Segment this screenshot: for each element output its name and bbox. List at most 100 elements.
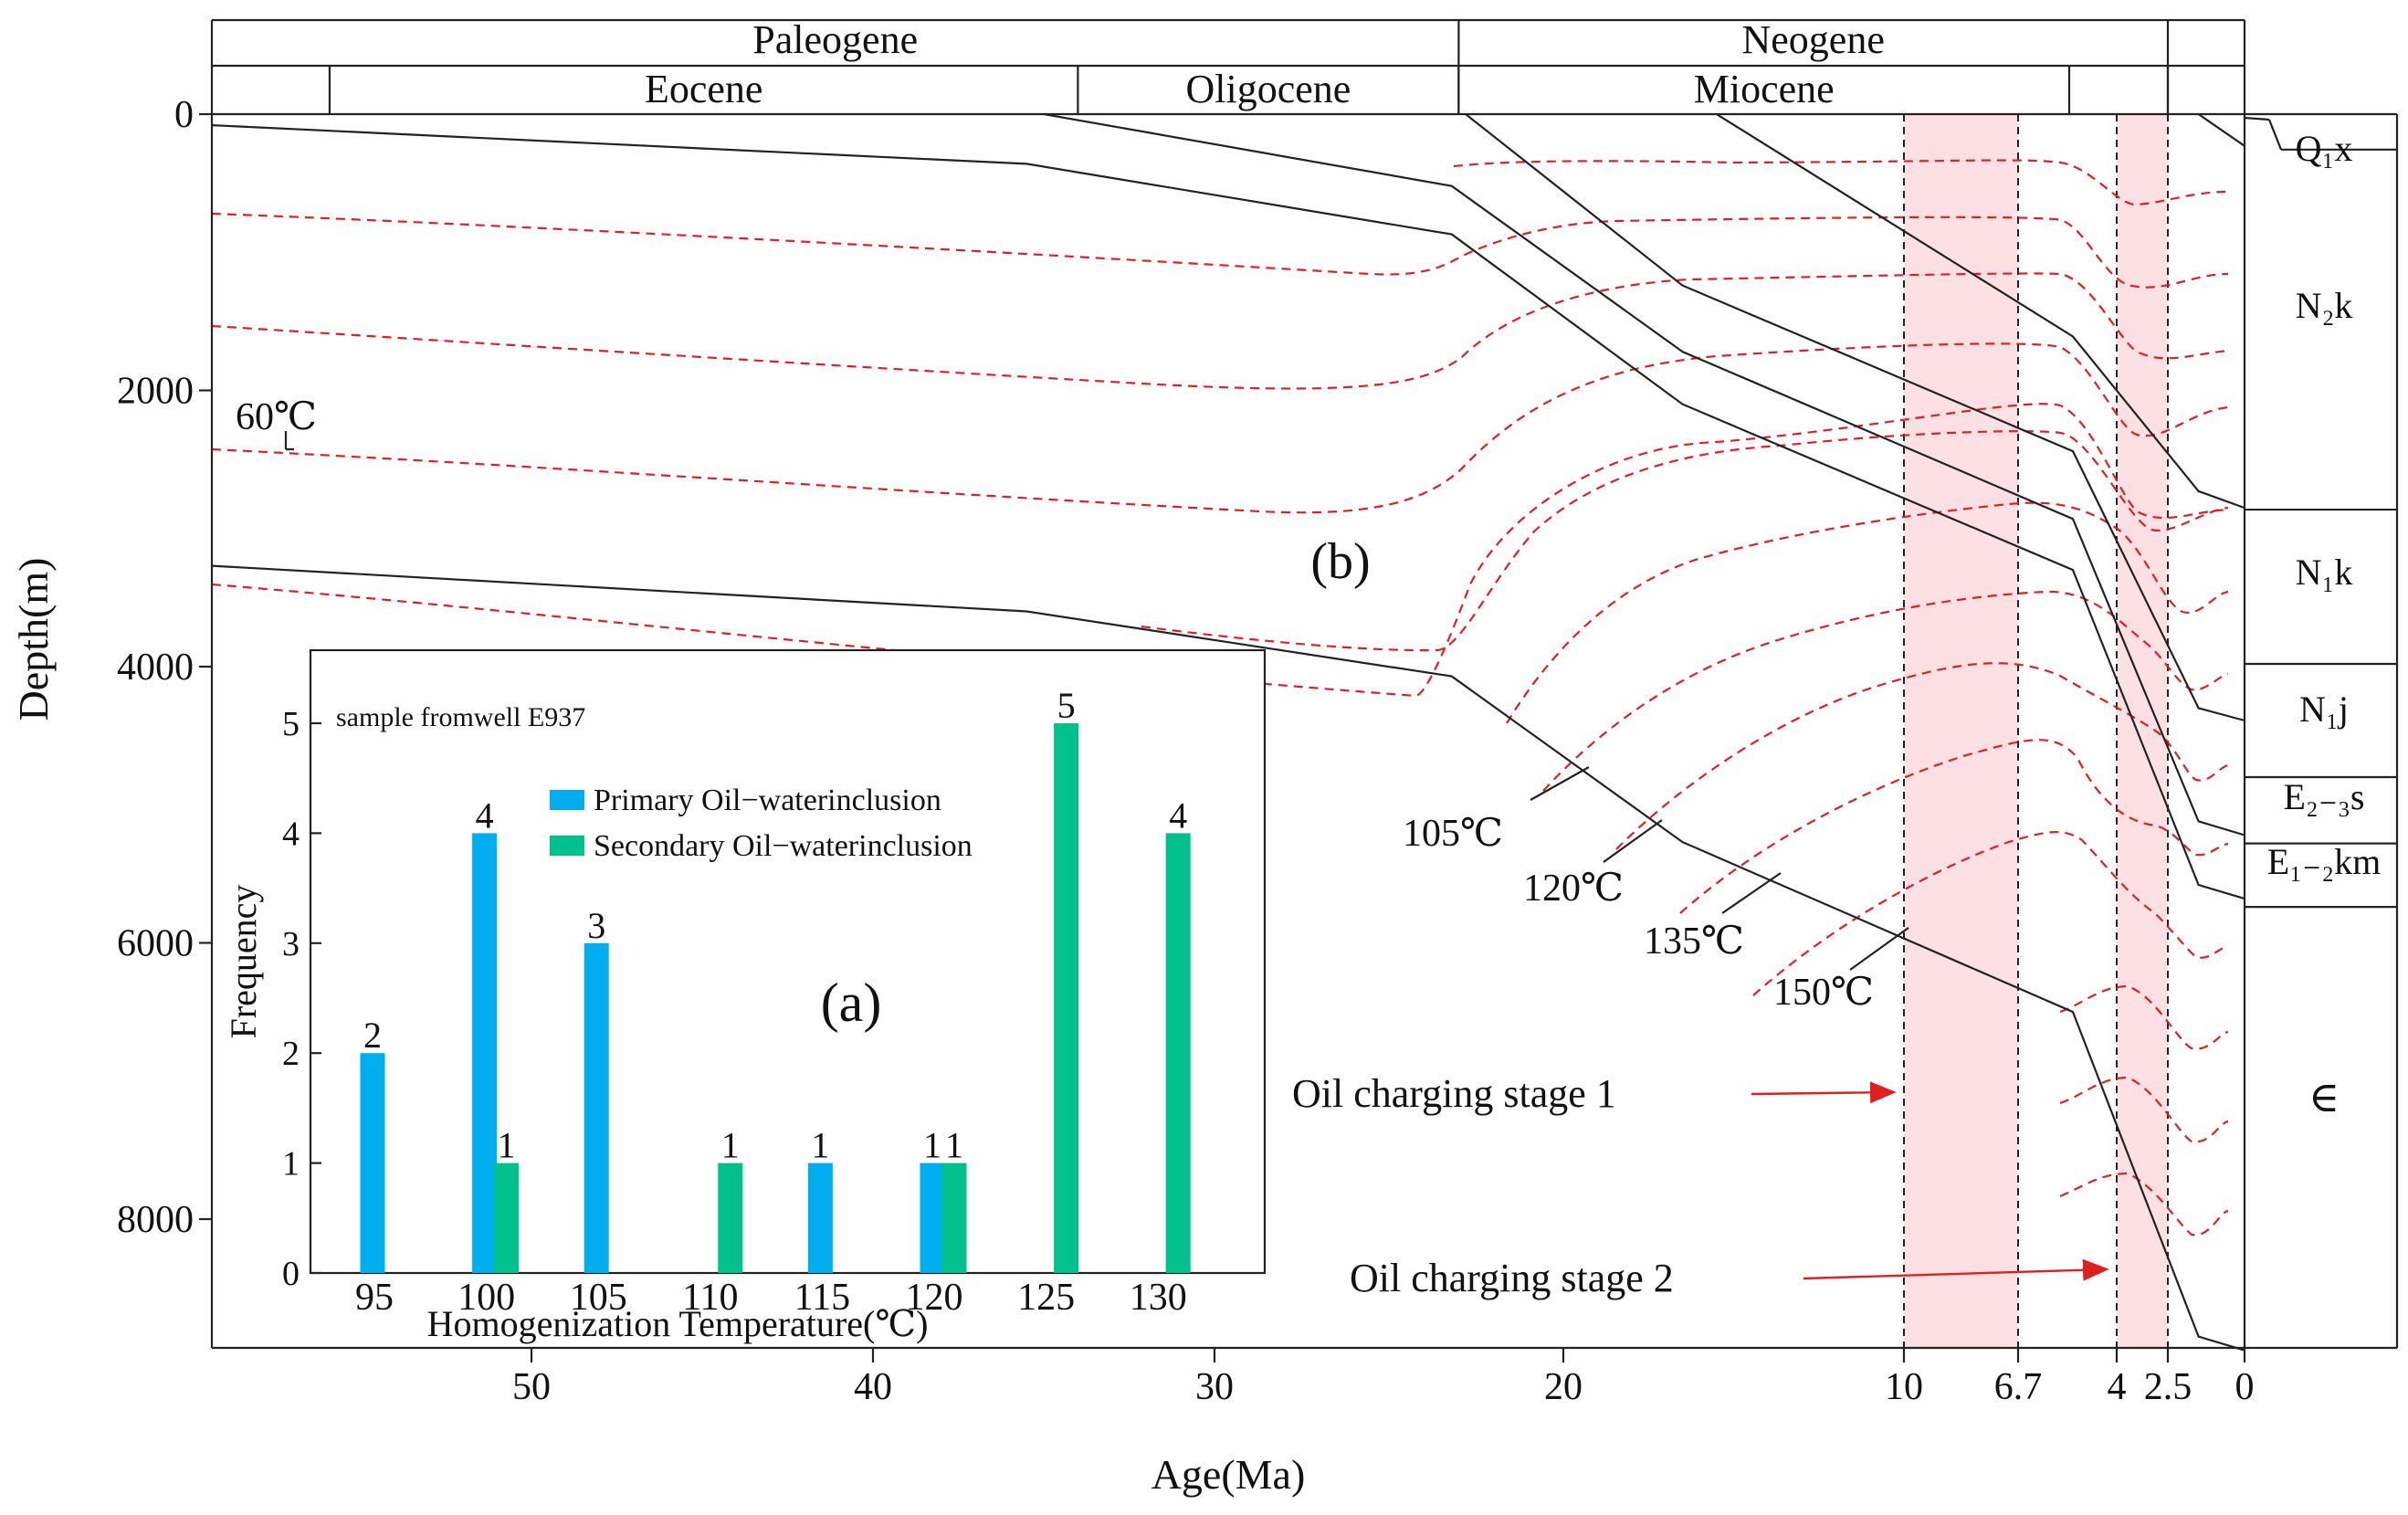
formation-label-1: N₂k bbox=[2296, 285, 2353, 326]
inset-x-axis-title: Homogenization Temperature(℃) bbox=[427, 1303, 929, 1344]
burial-curve-3 bbox=[1043, 112, 2245, 836]
epoch-label-2: Oligocene bbox=[1185, 67, 1351, 111]
isotherm-label-2: 120℃ bbox=[1523, 868, 1624, 910]
isotherm-lines bbox=[211, 159, 2229, 1236]
isotherm-1 bbox=[1453, 159, 2229, 206]
charging-stage-1-band bbox=[1904, 114, 2018, 1348]
period-label-0: Paleogene bbox=[752, 17, 918, 62]
inset-bar-label-primary-120: 1 bbox=[923, 1125, 941, 1166]
inset-bar-label-primary-115: 1 bbox=[811, 1125, 829, 1166]
epoch-label-3: Miocene bbox=[1694, 67, 1835, 111]
y-tick-label-3: 6000 bbox=[117, 923, 194, 965]
x-tick-label-7: 2.5 bbox=[2144, 1366, 2192, 1408]
inset-frame bbox=[309, 648, 1267, 1275]
inset-y-axis-title: Frequency bbox=[223, 885, 264, 1039]
formation-column: Q₁x N₂k N₁k N₁j E₂₋₃s E₁₋₂km ∈ bbox=[2244, 112, 2399, 1350]
isotherm-leader-3 bbox=[1721, 872, 1782, 914]
inset-bar-label-secondary-110: 1 bbox=[721, 1125, 740, 1166]
burial-curve-4 bbox=[1465, 113, 2245, 722]
y-axis-title: Depth(m) bbox=[10, 558, 57, 721]
inset-bar-label-secondary-100: 1 bbox=[498, 1125, 516, 1166]
inset-bar-secondary-120 bbox=[941, 1163, 967, 1273]
isotherm-label-1: 105℃ bbox=[1403, 813, 1503, 855]
epoch-label-1: Eocene bbox=[645, 67, 762, 111]
inset-x-tick-label-4: 115 bbox=[794, 1277, 850, 1319]
inset-title: sample fromwell E937 bbox=[336, 702, 585, 732]
legend-swatch-2 bbox=[550, 836, 584, 856]
panel-label-b: (b) bbox=[1310, 533, 1370, 590]
formation-label-2: N₁k bbox=[2296, 552, 2353, 593]
x-tick-label-2: 30 bbox=[1195, 1366, 1234, 1408]
formation-boundary-0b bbox=[2267, 119, 2283, 151]
isotherm-3 bbox=[211, 272, 2229, 390]
inset-x-tick-label-3: 110 bbox=[682, 1277, 738, 1319]
inset-y-tick-label-3: 3 bbox=[282, 925, 300, 963]
isotherm-leader-4 bbox=[1849, 927, 1909, 971]
isotherm-label-4: 150℃ bbox=[1773, 972, 1874, 1014]
inset-bar-label-secondary-120: 1 bbox=[945, 1125, 963, 1166]
arrow-stage-2 bbox=[1803, 1258, 2109, 1281]
inset-bar-label-primary-95: 2 bbox=[363, 1015, 382, 1056]
inset-y-tick-label-5: 5 bbox=[282, 705, 300, 743]
legend-label-2: Secondary Oil−waterinclusion bbox=[594, 829, 973, 863]
isotherm-leader-1 bbox=[1530, 766, 1590, 801]
burial-curves bbox=[211, 112, 2245, 1352]
period-label-1: Neogene bbox=[1742, 17, 1885, 62]
burial-curve-6 bbox=[2197, 113, 2245, 147]
chart-labels: (b) 60℃ 105℃ 120℃ 135℃ 150℃ Oil charging stage… bbox=[236, 396, 2109, 1300]
inset-bar-label-primary-105: 3 bbox=[587, 905, 605, 946]
inset-x-tick-label-2: 105 bbox=[570, 1277, 627, 1319]
arrow-stage-1 bbox=[1751, 1081, 1897, 1104]
x-tick-label-0: 50 bbox=[512, 1366, 551, 1408]
x-tick-label-4: 10 bbox=[1885, 1366, 1923, 1408]
inset-bar-secondary-125 bbox=[1054, 723, 1079, 1273]
isotherm-14 bbox=[2059, 1172, 2229, 1236]
inset-bar-label-secondary-125: 5 bbox=[1057, 685, 1076, 726]
y-tick-label-1: 2000 bbox=[117, 371, 194, 413]
formation-boundary-0a bbox=[2244, 116, 2270, 121]
inset-y-tick-label-4: 4 bbox=[282, 815, 300, 853]
inset-y-tick-label-0: 0 bbox=[282, 1255, 300, 1293]
inset-x-tick-label-7: 130 bbox=[1130, 1277, 1187, 1319]
inset-y-tick-label-1: 1 bbox=[282, 1145, 300, 1184]
inset-x-tick-label-5: 120 bbox=[906, 1277, 963, 1319]
inset-bar-label-primary-100: 4 bbox=[476, 794, 494, 836]
x-axis-title: Age(Ma) bbox=[1151, 1451, 1306, 1498]
annotation-stage-2: Oil charging stage 2 bbox=[1350, 1256, 1674, 1300]
isotherm-11 bbox=[1752, 831, 2229, 996]
formation-label-5: E₁₋₂km bbox=[2267, 841, 2382, 882]
burial-curve-2 bbox=[211, 124, 2245, 900]
inset-x-tick-label-1: 100 bbox=[457, 1277, 515, 1319]
x-tick-label-6: 4 bbox=[2108, 1366, 2127, 1408]
formation-label-0: Q₁x bbox=[2296, 128, 2353, 169]
legend-swatch-1 bbox=[550, 790, 584, 810]
inset-bar-secondary-110 bbox=[718, 1163, 743, 1273]
inset-y-tick-label-2: 2 bbox=[282, 1035, 300, 1073]
geologic-time-header: Paleogene Neogene Eocene Oligocene Miocene bbox=[210, 17, 2246, 116]
isotherm-leader-2 bbox=[1603, 819, 1663, 863]
isotherm-6 bbox=[1141, 430, 2229, 652]
y-tick-label-4: 8000 bbox=[117, 1199, 194, 1241]
y-tick-label-2: 4000 bbox=[117, 647, 194, 689]
isotherm-13 bbox=[2059, 1076, 2229, 1143]
isotherm-label-3: 135℃ bbox=[1644, 921, 1744, 963]
inset-bar-label-secondary-130: 4 bbox=[1169, 794, 1187, 836]
panel-label-a: (a) bbox=[821, 973, 882, 1033]
x-tick-label-8: 0 bbox=[2235, 1366, 2255, 1408]
formation-label-3: N₁j bbox=[2299, 689, 2349, 730]
inset-bar-primary-95 bbox=[360, 1053, 385, 1273]
isotherm-label-60: 60℃ bbox=[236, 396, 317, 438]
isotherm-7 bbox=[1506, 501, 2229, 724]
y-tick-label-0: 0 bbox=[174, 94, 194, 136]
inset-x-tick-label-6: 125 bbox=[1017, 1277, 1075, 1319]
annotation-stage-1: Oil charging stage 1 bbox=[1292, 1071, 1616, 1116]
isotherm-8 bbox=[1542, 590, 2229, 792]
formation-label-6: ∈ bbox=[2308, 1074, 2340, 1120]
x-tick-label-5: 6.7 bbox=[1994, 1366, 2043, 1408]
charging-stage-shading bbox=[1903, 114, 2169, 1349]
isotherm-9 bbox=[1615, 662, 2229, 850]
burial-curve-5 bbox=[1716, 113, 2245, 510]
inset-bar-secondary-100 bbox=[494, 1163, 520, 1273]
